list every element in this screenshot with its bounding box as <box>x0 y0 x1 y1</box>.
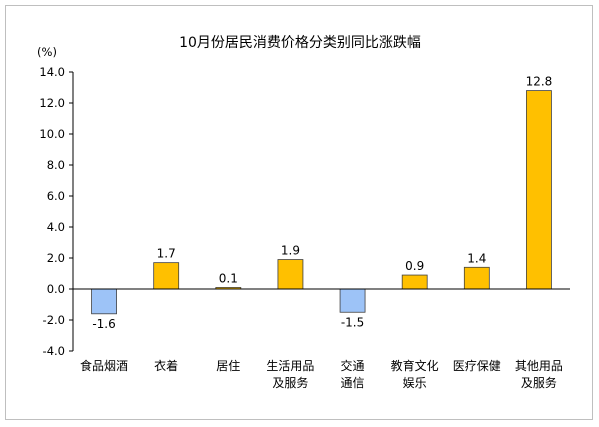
category-label: 通信 <box>341 376 365 390</box>
y-tick-label: -4.0 <box>43 344 65 358</box>
category-label: 生活用品 <box>266 359 314 373</box>
category-label: 医疗保健 <box>453 359 501 373</box>
chart-frame <box>5 5 593 420</box>
y-tick-label: -2.0 <box>43 313 65 327</box>
data-label: -1.5 <box>341 315 364 329</box>
data-label: -1.6 <box>92 317 115 331</box>
y-tick-label: 4.0 <box>47 220 65 234</box>
bar <box>339 288 366 313</box>
bar <box>463 266 490 290</box>
bar <box>526 90 552 290</box>
y-tick-label: 8.0 <box>47 158 65 172</box>
y-tick-label: 14.0 <box>39 65 65 79</box>
y-tick-label: 10.0 <box>39 127 65 141</box>
y-axis: 14.0 12.0 10.0 8.0 6.0 4.0 2.0 0.0 -2.0 -4.0 <box>39 65 74 358</box>
data-labels: -1.6 1.7 0.1 1.9 -1.5 0.9 1.4 12.8 <box>92 75 552 331</box>
bar <box>277 259 304 290</box>
category-label: 衣着 <box>154 358 178 373</box>
bars <box>91 90 552 315</box>
y-tick-label: 2.0 <box>47 251 65 265</box>
category-label: 其他用品 <box>515 359 563 373</box>
category-label: 及服务 <box>521 375 557 390</box>
y-tick-label: 12.0 <box>39 96 65 110</box>
data-label: 12.8 <box>526 75 553 89</box>
bar <box>401 274 428 290</box>
category-label: 及服务 <box>272 375 308 390</box>
data-label: 1.9 <box>281 244 300 258</box>
y-tick-label: 6.0 <box>47 189 65 203</box>
y-tick-label: 0.0 <box>47 282 65 296</box>
data-label: 1.7 <box>157 247 176 261</box>
bar <box>91 288 117 315</box>
chart-title: 10月份居民消费价格分类别同比涨跌幅 <box>179 35 421 51</box>
category-label: 教育文化 <box>391 358 439 373</box>
category-label: 娱乐 <box>403 376 427 390</box>
y-unit-label: (%) <box>37 45 57 59</box>
bar <box>153 262 180 290</box>
data-label: 1.4 <box>467 251 486 265</box>
category-label: 食品烟酒 <box>80 358 128 373</box>
category-label: 居住 <box>216 359 240 373</box>
category-label: 交通 <box>341 358 365 373</box>
data-label: 0.1 <box>219 271 238 285</box>
data-label: 0.9 <box>405 259 424 273</box>
